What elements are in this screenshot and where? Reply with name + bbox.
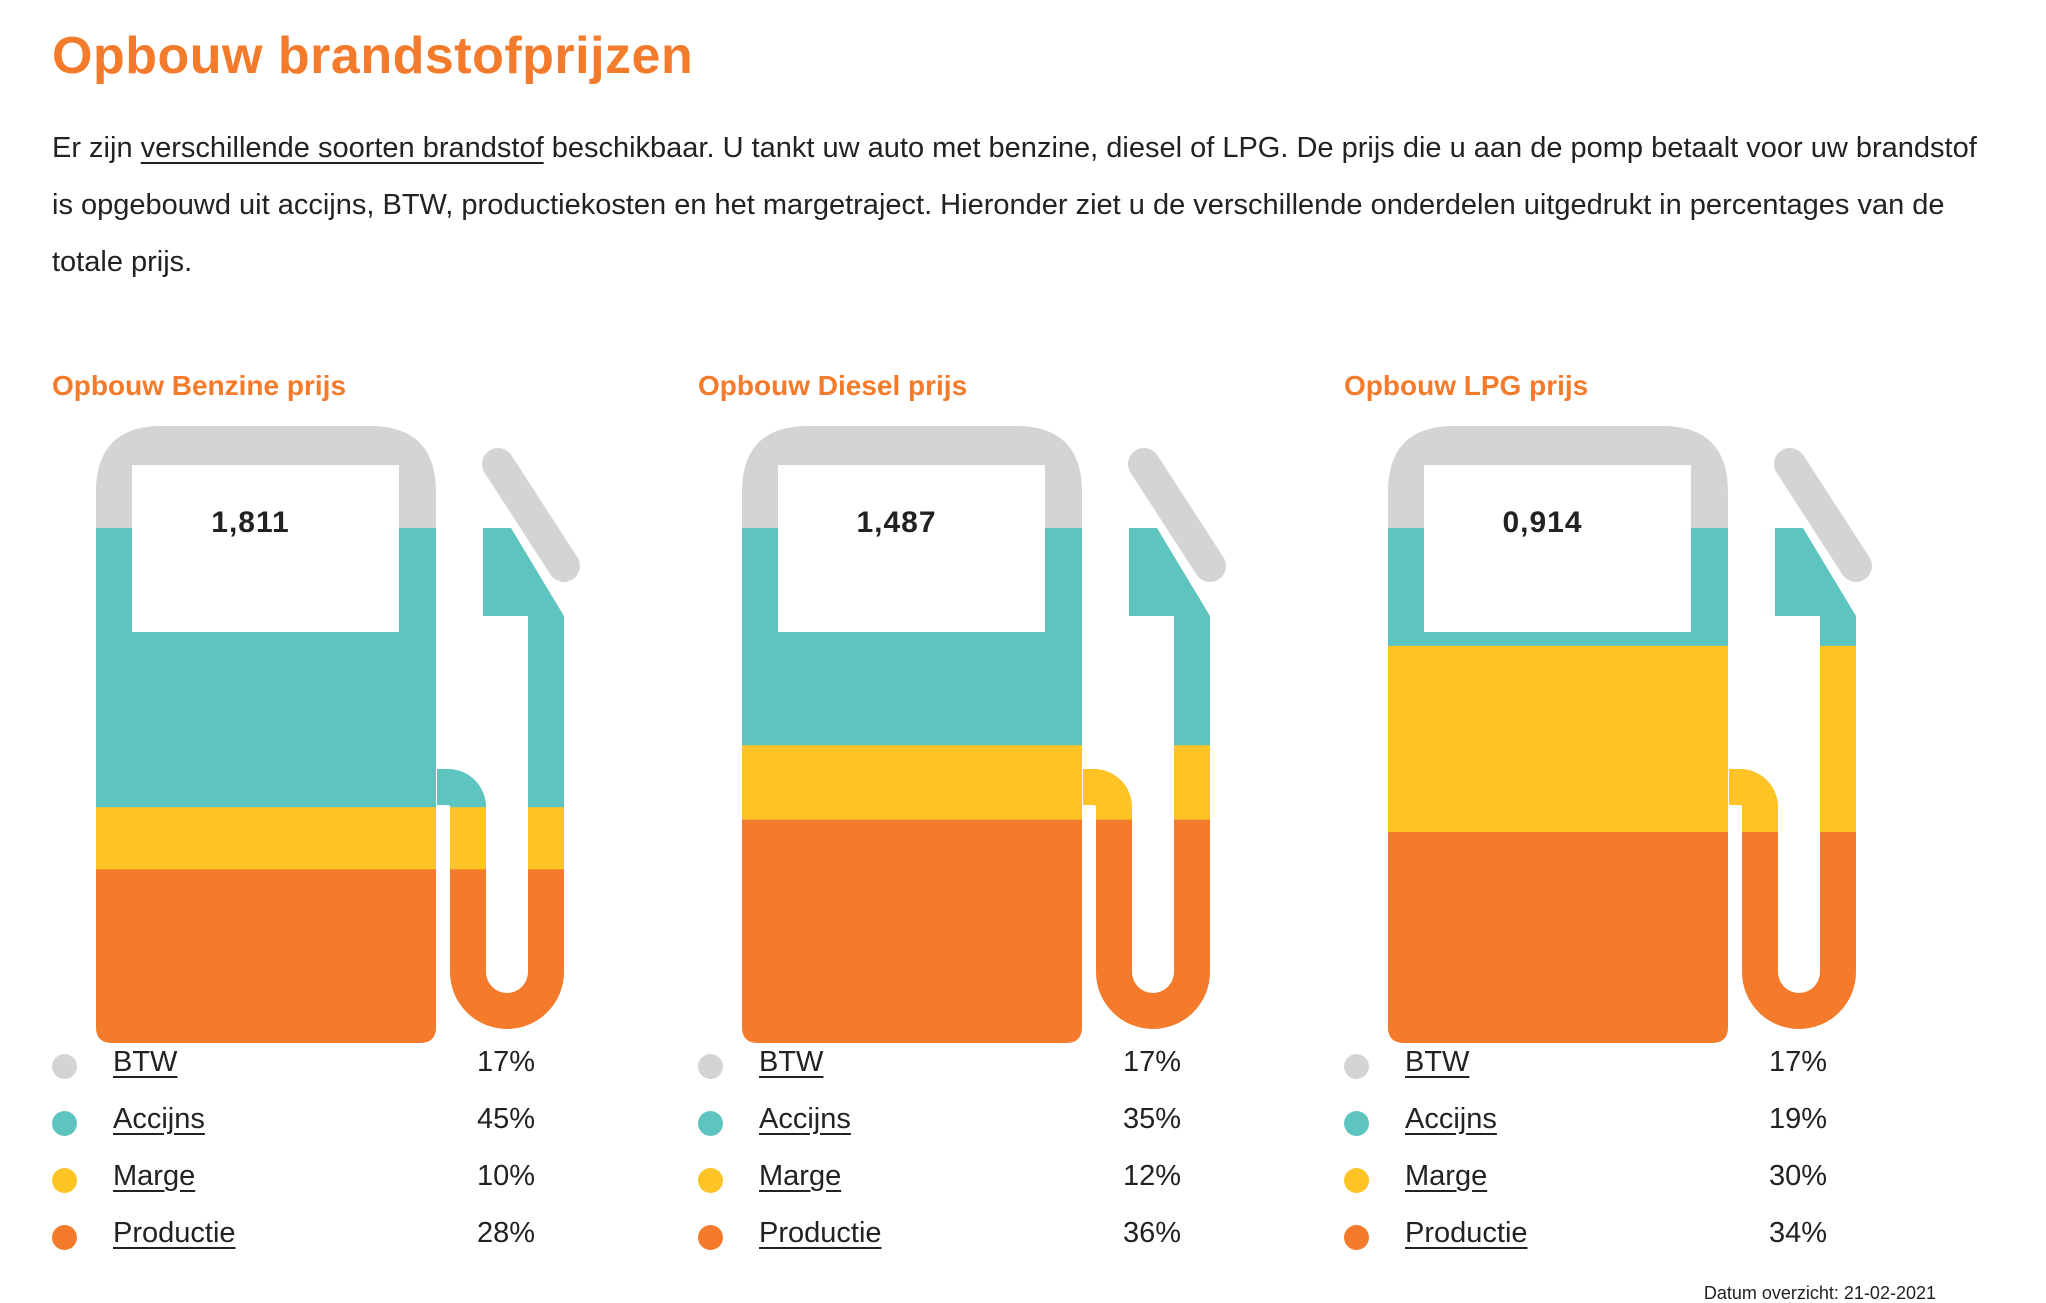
price-value: 1,811 — [211, 506, 289, 539]
legend-value: 45% — [477, 1103, 536, 1135]
segment-marge — [96, 807, 564, 870]
legend-row-productie: Productie 36% — [698, 1217, 1238, 1257]
legend-dot — [52, 1111, 77, 1136]
legend-row-marge: Marge 30% — [1344, 1160, 1884, 1200]
segment-productie — [742, 819, 1210, 1043]
fuel-types-link[interactable]: verschillende soorten brandstof — [140, 132, 544, 164]
price-display-window — [778, 465, 1045, 632]
legend-value: 17% — [1769, 1046, 1828, 1078]
legend-row-btw: BTW 17% — [1344, 1046, 1884, 1086]
legend-row-btw: BTW 17% — [52, 1046, 592, 1086]
legend-row-accijns: Accijns 35% — [698, 1103, 1238, 1143]
legend-link-accijns[interactable]: Accijns — [759, 1103, 851, 1135]
legend-dot — [698, 1111, 723, 1136]
legend-link-marge[interactable]: Marge — [1405, 1160, 1488, 1192]
nozzle-handle — [1128, 448, 1226, 582]
legend-dot — [52, 1225, 77, 1250]
chart-panel-0: Opbouw Benzine prijs 1,811 BTW 17% Accijns 45… — [52, 360, 672, 1280]
fuel-pump-chart: 1,811 — [96, 426, 580, 1043]
legend-row-marge: Marge 12% — [698, 1160, 1238, 1200]
legend-dot — [698, 1168, 723, 1193]
segment-productie — [96, 869, 564, 1043]
legend-link-accijns[interactable]: Accijns — [113, 1103, 205, 1135]
legend-dot — [1344, 1054, 1369, 1079]
fuel-pump-chart: 1,487 — [742, 426, 1226, 1043]
legend-value: 36% — [1123, 1217, 1182, 1249]
nozzle-handle — [482, 448, 580, 582]
legend-link-marge[interactable]: Marge — [759, 1160, 842, 1192]
legend-value: 35% — [1123, 1103, 1182, 1135]
legend-link-accijns[interactable]: Accijns — [1405, 1103, 1497, 1135]
legend-value: 34% — [1769, 1217, 1828, 1249]
segment-productie — [1388, 832, 1856, 1043]
intro-text: Er zijn verschillende soorten brandstof … — [52, 120, 1992, 291]
legend-row-btw: BTW 17% — [698, 1046, 1238, 1086]
legend-row-accijns: Accijns 45% — [52, 1103, 592, 1143]
legend-dot — [698, 1054, 723, 1079]
price-display-window — [132, 465, 399, 632]
chart-title: Opbouw Diesel prijs — [698, 370, 968, 401]
legend-value: 28% — [477, 1217, 536, 1249]
legend-link-marge[interactable]: Marge — [113, 1160, 196, 1192]
legend-row-marge: Marge 10% — [52, 1160, 592, 1200]
legend-value: 19% — [1769, 1103, 1828, 1135]
legend-value: 12% — [1123, 1160, 1182, 1192]
chart-panel-2: Opbouw LPG prijs 0,914 BTW 17% Accijns 19% Mar… — [1344, 360, 1964, 1280]
legend-dot — [1344, 1168, 1369, 1193]
intro-text-start: Er zijn — [52, 132, 141, 164]
segment-marge — [1388, 645, 1856, 833]
legend-link-productie[interactable]: Productie — [759, 1217, 882, 1249]
legend-dot — [52, 1054, 77, 1079]
chart-title: Opbouw LPG prijs — [1344, 370, 1589, 401]
legend-value: 30% — [1769, 1160, 1828, 1192]
segment-marge — [742, 745, 1210, 821]
legend-dot — [698, 1225, 723, 1250]
legend-dot — [52, 1168, 77, 1193]
legend-value: 17% — [477, 1046, 536, 1078]
legend-link-btw[interactable]: BTW — [1405, 1046, 1470, 1078]
legend-value: 10% — [477, 1160, 536, 1192]
legend-dot — [1344, 1225, 1369, 1250]
legend-row-productie: Productie 28% — [52, 1217, 592, 1257]
legend-link-productie[interactable]: Productie — [1405, 1217, 1528, 1249]
date-note: Datum overzicht: 21-02-2021 — [1703, 1283, 1936, 1303]
page-title: Opbouw brandstofprijzen — [52, 27, 694, 85]
price-display-window — [1424, 465, 1691, 632]
legend-row-productie: Productie 34% — [1344, 1217, 1884, 1257]
chart-title: Opbouw Benzine prijs — [52, 370, 347, 401]
price-value: 1,487 — [856, 506, 936, 539]
legend-link-btw[interactable]: BTW — [759, 1046, 824, 1078]
legend-link-productie[interactable]: Productie — [113, 1217, 236, 1249]
price-value: 0,914 — [1502, 506, 1582, 539]
intro-text-end: beschikbaar. U tankt uw auto met benzine… — [52, 132, 1977, 278]
legend-dot — [1344, 1111, 1369, 1136]
legend-value: 17% — [1123, 1046, 1182, 1078]
chart-panel-1: Opbouw Diesel prijs 1,487 BTW 17% Accijns 35%… — [698, 360, 1318, 1280]
legend-row-accijns: Accijns 19% — [1344, 1103, 1884, 1143]
legend-link-btw[interactable]: BTW — [113, 1046, 178, 1078]
fuel-pump-chart: 0,914 — [1388, 426, 1872, 1043]
nozzle-handle — [1774, 448, 1872, 582]
